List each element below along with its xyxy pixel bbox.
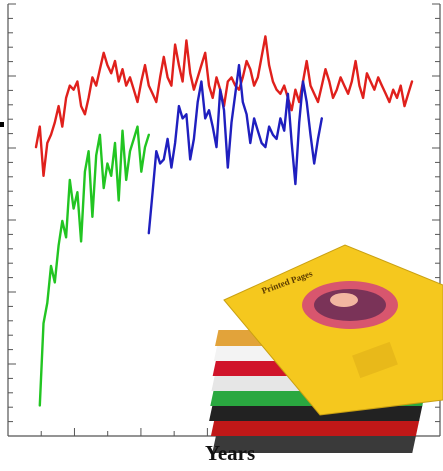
series-line-2 bbox=[38, 125, 151, 407]
chart-series bbox=[34, 35, 414, 407]
magazine-layer bbox=[210, 420, 420, 436]
x-axis-label: Years bbox=[205, 441, 256, 465]
axis-edge-mark bbox=[0, 122, 4, 127]
magazine-cover bbox=[223, 244, 443, 416]
cover-illustration-highlight bbox=[330, 293, 358, 307]
cover-text-block bbox=[352, 341, 398, 379]
magazine-layer bbox=[212, 435, 417, 453]
magazine-stack: Printed Pages bbox=[209, 244, 443, 453]
series-line-1 bbox=[147, 63, 323, 235]
